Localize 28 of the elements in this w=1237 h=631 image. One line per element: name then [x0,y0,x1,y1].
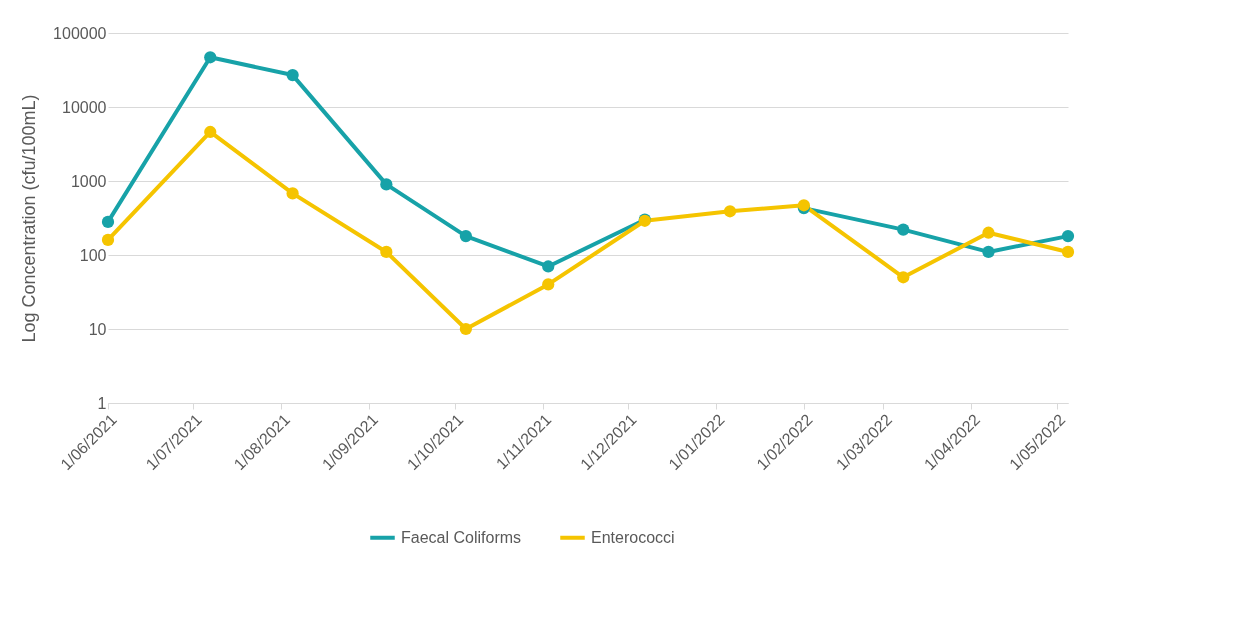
y-tick-label: 1000 [70,172,107,190]
point [897,271,910,284]
point [380,178,393,191]
point [982,245,995,259]
point [542,260,555,273]
y-tick-label: 10 [88,320,107,338]
point [1061,245,1075,259]
point [101,233,115,247]
point [286,68,299,82]
y-tick-label: 1 [97,394,107,412]
point [204,51,217,64]
point [723,205,737,218]
point [286,187,299,200]
point [204,125,217,139]
point [101,215,115,229]
point [459,230,472,243]
legend-label: Enterococci [591,528,675,546]
point [459,322,472,336]
y-tick-label: 100000 [53,24,107,42]
y-tick-label: 10000 [62,98,107,116]
y-tick-label: 100 [79,246,107,264]
point [897,223,910,236]
legend-label: Faecal Coliforms [401,528,522,546]
y-axis-title: Log Concentration (cfu/100mL) [19,94,40,343]
point [982,226,995,239]
point [542,278,555,291]
point [380,245,393,259]
point [1061,230,1075,243]
